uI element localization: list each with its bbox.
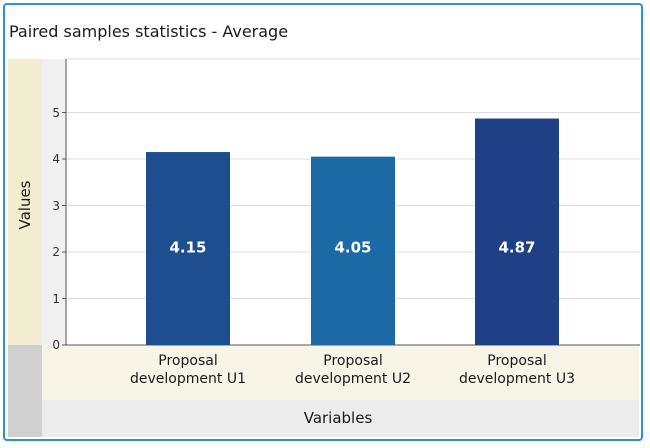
x-tick-label-line: development U1 (130, 371, 246, 387)
x-category-panel (42, 345, 639, 400)
bar (146, 152, 230, 345)
x-tick-label: Proposal development U3 (437, 352, 597, 388)
y-tick-label: 4 (52, 152, 60, 166)
y-axis-label-panel (8, 59, 42, 345)
chart-title: Paired samples statistics - Average (9, 22, 289, 41)
data-label: 4.87 (498, 239, 535, 257)
data-label: 4.15 (169, 239, 206, 257)
x-tick-label-line: development U3 (459, 371, 575, 387)
bar (475, 118, 559, 345)
x-title-panel (42, 400, 639, 437)
x-tick-label: Proposal development U1 (108, 352, 268, 388)
y-tick-label: 0 (52, 338, 60, 352)
y-tick-label: 5 (52, 105, 60, 120)
y-tick-label: 1 (52, 291, 60, 306)
x-tick-label-line: Proposal (487, 353, 547, 369)
corner-panel (8, 345, 42, 437)
y-tick-label: 3 (52, 198, 60, 213)
x-axis-label: Variables (303, 409, 373, 427)
x-tick-label-line: Proposal (158, 353, 218, 369)
x-tick-label: Proposal development U2 (273, 352, 433, 388)
x-tick-label-line: development U2 (295, 371, 411, 387)
bar (311, 156, 395, 345)
y-tick-strip (42, 59, 66, 345)
data-label: 4.05 (334, 239, 371, 257)
y-tick-label: 2 (52, 245, 60, 259)
x-tick-label-line: Proposal (323, 353, 383, 369)
